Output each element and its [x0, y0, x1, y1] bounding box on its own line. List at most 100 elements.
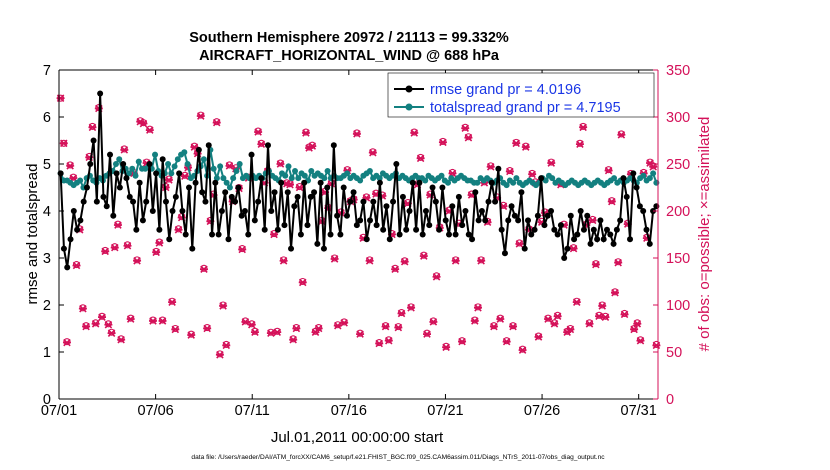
rmse-point	[501, 250, 508, 257]
rmse-point	[577, 208, 584, 214]
obs-possible-point	[149, 316, 157, 324]
rmse-point	[274, 226, 281, 233]
obs-assimilated-point	[432, 273, 441, 281]
obs-possible-point	[222, 340, 230, 349]
rmse-point	[350, 189, 357, 196]
obs-assimilated-point	[400, 257, 409, 266]
totalspread-point	[308, 168, 315, 175]
obs-assimilated-point	[164, 176, 173, 184]
rmse-point	[241, 208, 248, 214]
series-lines	[57, 90, 660, 271]
obs-assimilated-point	[595, 312, 604, 321]
totalspread-point	[376, 175, 383, 182]
obs-possible-point	[79, 304, 87, 312]
rmse-point	[320, 245, 327, 252]
obs-assimilated-point	[502, 337, 511, 346]
totalspread-point	[171, 163, 178, 170]
y-tick-label-right: 100	[666, 298, 690, 314]
totalspread-point	[292, 168, 299, 175]
totalspread-point	[285, 163, 292, 170]
rmse-point	[495, 165, 502, 172]
obs-assimilated-point	[429, 318, 438, 326]
obs-possible-point	[187, 330, 195, 338]
obs-possible-point	[257, 139, 265, 147]
rmse-point	[640, 208, 647, 214]
rmse-point	[113, 170, 120, 177]
obs-assimilated-point	[279, 257, 288, 265]
obs-possible-point	[114, 220, 122, 228]
x-axis-label: Jul.01,2011 00:00:00 start	[271, 429, 444, 446]
rmse-point	[544, 212, 551, 219]
rmse-point	[383, 203, 390, 210]
rmse-point	[524, 217, 531, 224]
rmse-point	[347, 198, 354, 205]
rmse-point	[538, 175, 545, 182]
obs-assimilated-point	[591, 260, 600, 269]
obs-possible-point	[123, 241, 132, 249]
obs-assimilated-point	[550, 320, 559, 328]
obs-assimilated-point	[117, 336, 126, 344]
rmse-point	[215, 231, 222, 238]
obs-assimilated-point	[91, 320, 100, 328]
obs-possible-point	[509, 322, 517, 330]
rmse-point	[564, 245, 571, 252]
rmse-point	[399, 193, 406, 200]
rmse-point	[189, 245, 196, 252]
rmse-point	[120, 161, 127, 167]
legend-totalspread-marker	[405, 103, 413, 111]
rmse-point	[478, 208, 485, 214]
rmse-point	[278, 179, 285, 186]
totalspread-point	[223, 179, 230, 186]
rmse-point	[97, 90, 104, 97]
rmse-point	[403, 226, 410, 233]
rmse-point	[462, 208, 469, 214]
obs-assimilated-point	[120, 146, 129, 154]
rmse-point	[439, 184, 446, 191]
x-tick-label: 07/11	[235, 403, 270, 419]
obs-assimilated-point	[152, 248, 161, 257]
obs-assimilated-point	[212, 118, 221, 127]
obs-assimilated-point	[598, 302, 607, 310]
obs-possible-point	[585, 319, 594, 327]
rmse-point	[584, 212, 591, 219]
obs-possible-point	[605, 166, 613, 174]
rmse-point	[446, 231, 453, 238]
y-tick-label-right: 300	[666, 110, 690, 126]
rmse-point	[218, 208, 225, 214]
rmse-point	[541, 222, 548, 229]
obs-possible-point	[433, 272, 441, 280]
obs-assimilated-point	[569, 244, 578, 253]
rmse-point	[162, 198, 169, 205]
rmse-point	[74, 226, 81, 233]
obs-possible-point	[289, 335, 297, 343]
totalspread-point	[549, 175, 556, 182]
totalspread-point	[288, 175, 295, 182]
rmse-point	[324, 184, 331, 191]
totalspread-point	[542, 177, 549, 184]
rmse-point	[429, 184, 436, 191]
obs-possible-point	[302, 128, 310, 136]
obs-possible-point	[515, 239, 523, 247]
obs-assimilated-point	[139, 119, 148, 128]
rmse-point	[70, 208, 77, 214]
totalspread-point	[640, 172, 647, 179]
rmse-point	[613, 226, 620, 233]
totalspread-point	[226, 184, 233, 191]
obs-assimilated-point	[410, 129, 419, 137]
y-tick-label-left: 7	[43, 63, 51, 79]
obs-possible-point	[598, 301, 606, 309]
obs-possible-point	[439, 137, 447, 145]
obs-possible-point	[299, 277, 307, 286]
rmse-point	[255, 198, 262, 205]
y-tick-label-right: 150	[666, 251, 690, 267]
obs-assimilated-point	[375, 339, 384, 348]
obs-possible-point	[251, 327, 259, 335]
obs-possible-point	[652, 340, 660, 349]
obs-assimilated-point	[544, 315, 553, 323]
y-tick-label-right: 0	[666, 392, 674, 408]
obs-assimilated-point	[451, 257, 460, 265]
obs-possible-point	[159, 316, 167, 324]
totalspread-point	[174, 156, 181, 163]
rmse-point	[205, 142, 212, 149]
